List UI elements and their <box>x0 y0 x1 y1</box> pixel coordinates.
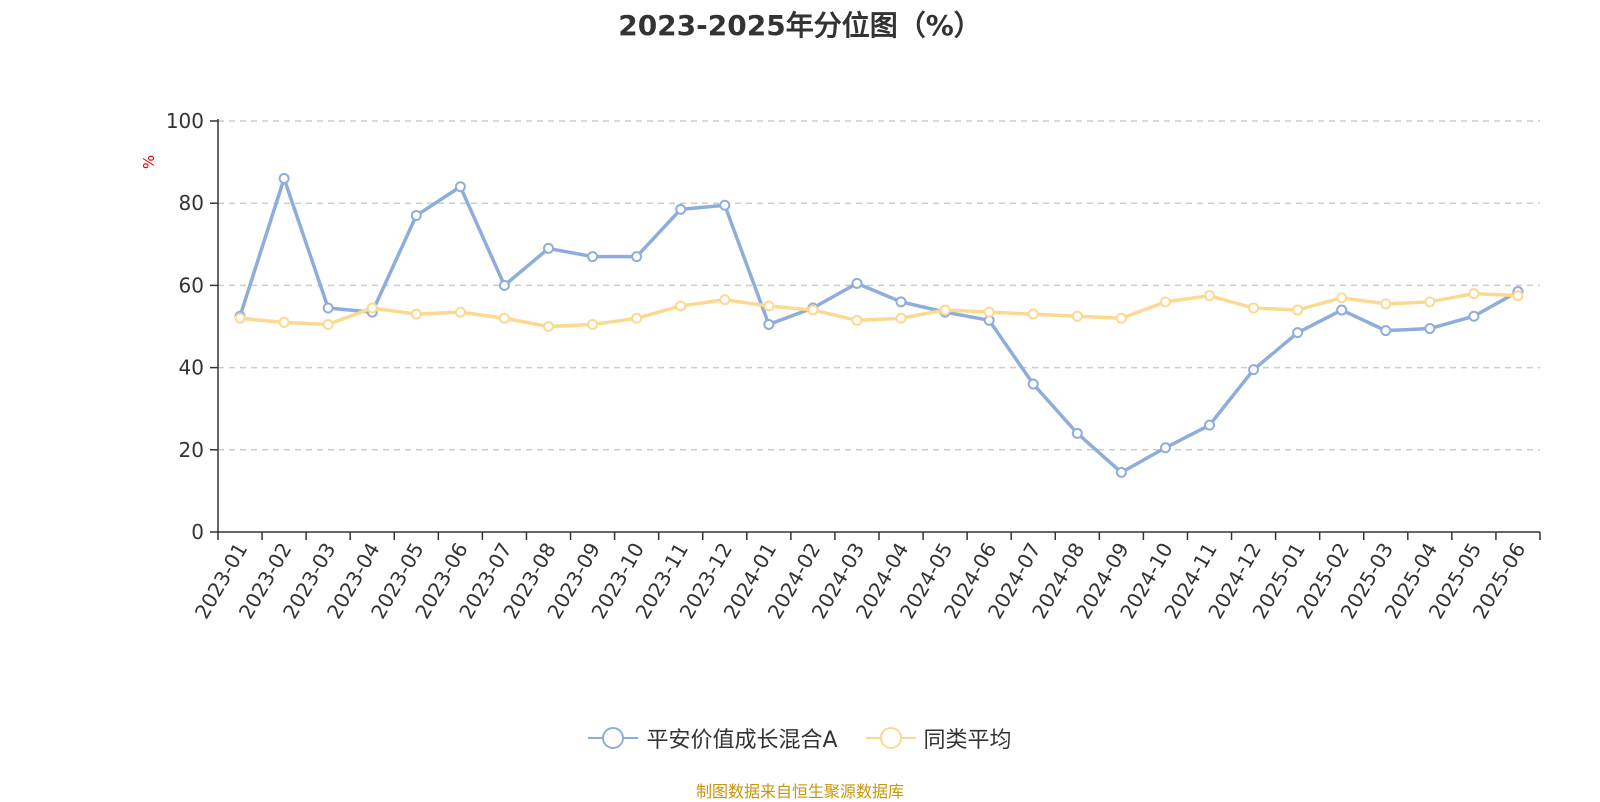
data-point[interactable] <box>1204 290 1215 302</box>
data-point[interactable] <box>631 312 643 324</box>
legend-marker-series-1 <box>588 727 639 749</box>
data-point[interactable] <box>278 173 290 185</box>
data-point[interactable] <box>1336 304 1348 316</box>
data-point[interactable] <box>851 314 863 326</box>
y-axis-unit-label: % <box>140 155 158 169</box>
y-tick-label: 60 <box>179 273 204 297</box>
data-point[interactable] <box>587 251 599 263</box>
data-point[interactable] <box>1468 288 1480 300</box>
data-point[interactable] <box>1071 310 1083 322</box>
data-point[interactable] <box>454 181 466 193</box>
data-point[interactable] <box>1115 466 1127 478</box>
data-point[interactable] <box>234 312 246 324</box>
grid-lines <box>218 120 1540 451</box>
data-point[interactable] <box>1204 419 1215 431</box>
y-tick-label: 0 <box>191 520 204 544</box>
data-point[interactable] <box>983 306 995 318</box>
data-point[interactable] <box>1027 308 1039 320</box>
data-point[interactable] <box>1159 296 1171 308</box>
y-tick-label: 40 <box>179 356 204 380</box>
data-point[interactable] <box>498 312 510 324</box>
data-point[interactable] <box>851 277 863 289</box>
axes: 0204060801002023-012023-022023-032023-04… <box>166 109 1541 623</box>
series-line-2 <box>239 291 1519 329</box>
data-point[interactable] <box>410 308 422 320</box>
data-point[interactable] <box>1424 296 1436 308</box>
data-point[interactable] <box>675 203 687 215</box>
data-point[interactable] <box>1292 327 1304 339</box>
data-point[interactable] <box>675 300 687 312</box>
data-point[interactable] <box>1468 310 1480 322</box>
data-point[interactable] <box>543 321 554 332</box>
data-point[interactable] <box>1380 298 1392 310</box>
data-point[interactable] <box>763 300 775 312</box>
data-point[interactable] <box>587 318 599 330</box>
data-point[interactable] <box>1336 292 1348 304</box>
legend-marker-series-2 <box>865 727 916 749</box>
series-1 <box>234 173 1524 478</box>
data-point[interactable] <box>1424 323 1436 335</box>
chart-title: 2023-2025年分位图（%） <box>618 9 982 42</box>
data-point[interactable] <box>1380 325 1392 337</box>
data-point[interactable] <box>1115 312 1127 324</box>
data-point[interactable] <box>454 306 466 318</box>
y-tick-label: 20 <box>179 438 204 462</box>
source-note: 制图数据来自恒生聚源数据库 <box>695 782 904 801</box>
y-tick-label: 100 <box>166 109 204 133</box>
series-lines <box>234 173 1524 478</box>
data-point[interactable] <box>366 302 378 314</box>
data-point[interactable] <box>410 210 422 222</box>
data-point[interactable] <box>498 279 510 291</box>
data-point[interactable] <box>763 318 775 330</box>
data-point[interactable] <box>1071 427 1083 439</box>
data-point[interactable] <box>322 318 334 330</box>
series-line-1 <box>238 176 1519 475</box>
y-tick-label: 80 <box>179 191 204 215</box>
data-point[interactable] <box>1512 290 1524 302</box>
data-point[interactable] <box>1159 442 1171 454</box>
data-point[interactable] <box>895 312 907 324</box>
data-point[interactable] <box>895 296 907 308</box>
data-point[interactable] <box>631 251 643 263</box>
data-point[interactable] <box>322 302 334 314</box>
series-2 <box>234 288 1524 332</box>
data-point[interactable] <box>1248 364 1260 376</box>
legend-item-series-2[interactable]: 同类平均 <box>865 722 1012 754</box>
legend-label-series-1: 平安价值成长混合A <box>646 728 838 753</box>
data-point[interactable] <box>1027 378 1039 390</box>
data-point[interactable] <box>278 316 290 328</box>
data-point[interactable] <box>543 242 554 254</box>
legend-item-series-1[interactable]: 平安价值成长混合A <box>588 722 838 754</box>
data-point[interactable] <box>1292 304 1304 316</box>
data-point[interactable] <box>1248 302 1260 314</box>
data-point[interactable] <box>719 199 731 211</box>
legend-label-series-2: 同类平均 <box>923 728 1012 753</box>
data-point[interactable] <box>807 304 819 316</box>
legend: 平安价值成长混合A 同类平均 <box>0 722 1600 754</box>
line-chart: 0204060801002023-012023-022023-032023-04… <box>140 109 1541 623</box>
data-point[interactable] <box>939 304 951 316</box>
data-point[interactable] <box>719 294 731 306</box>
